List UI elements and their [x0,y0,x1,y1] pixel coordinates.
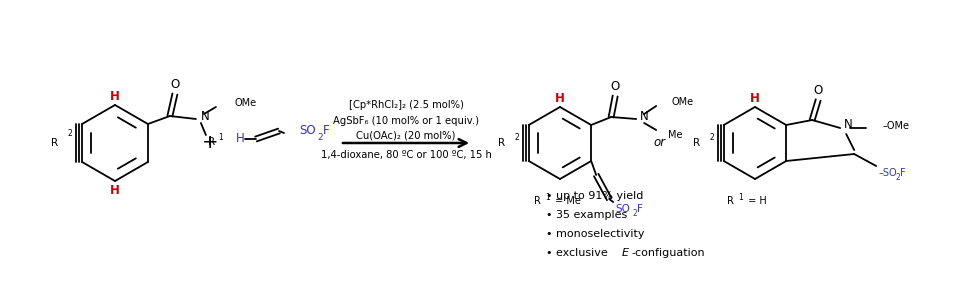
Text: 2: 2 [67,129,72,138]
Text: R: R [208,137,215,147]
Text: H: H [110,184,120,197]
Text: exclusive: exclusive [556,248,612,258]
Text: •: • [545,248,551,258]
Text: N: N [844,119,853,132]
Text: E: E [622,248,629,258]
Text: F: F [901,168,906,178]
Text: •: • [545,210,551,220]
Text: AgSbF₆ (10 mol% or 1 equiv.): AgSbF₆ (10 mol% or 1 equiv.) [333,116,479,126]
Text: monoselectivity: monoselectivity [556,229,644,239]
Text: 1,4-dioxane, 80 ºC or 100 ºC, 15 h: 1,4-dioxane, 80 ºC or 100 ºC, 15 h [321,150,492,160]
Text: or: or [654,136,666,150]
Text: H: H [235,132,244,145]
Text: SO: SO [615,204,630,214]
Text: 2: 2 [317,132,323,141]
Text: O: O [611,80,620,94]
Text: Me: Me [668,130,682,140]
Text: R: R [498,138,505,148]
Text: •: • [545,191,551,201]
Text: SO: SO [299,125,316,138]
Text: 2: 2 [633,209,637,219]
Text: H: H [555,92,565,104]
Text: +: + [202,134,218,153]
Text: F: F [637,204,643,214]
Text: O: O [170,79,180,92]
Text: = Me: = Me [552,196,581,206]
Text: [Cp*RhCl₂]₂ (2.5 mol%): [Cp*RhCl₂]₂ (2.5 mol%) [348,100,463,110]
Text: R: R [51,138,58,148]
Text: 1: 1 [738,193,743,201]
Text: R: R [727,196,734,206]
Text: N: N [201,110,210,123]
Text: 2: 2 [515,134,520,142]
Text: F: F [323,125,329,138]
Text: OMe: OMe [671,97,693,107]
Text: = H: = H [745,196,767,206]
Text: Cu(OAc)₂ (20 mol%): Cu(OAc)₂ (20 mol%) [356,131,456,141]
Text: 1: 1 [545,193,549,201]
Text: 2: 2 [895,173,900,182]
Text: –OMe: –OMe [882,121,909,131]
Text: N: N [640,110,649,123]
Text: •: • [545,229,551,239]
Text: 1: 1 [218,132,223,141]
Text: R: R [693,138,700,148]
Text: R: R [534,196,541,206]
Text: OMe: OMe [234,98,257,108]
Text: –SO: –SO [879,168,897,178]
Text: -configuation: -configuation [631,248,704,258]
Text: O: O [813,85,823,98]
Text: 2: 2 [710,134,715,142]
Text: 35 examples: 35 examples [556,210,627,220]
Text: H: H [110,89,120,103]
Text: up to 91% yield: up to 91% yield [556,191,643,201]
Text: H: H [750,92,760,104]
